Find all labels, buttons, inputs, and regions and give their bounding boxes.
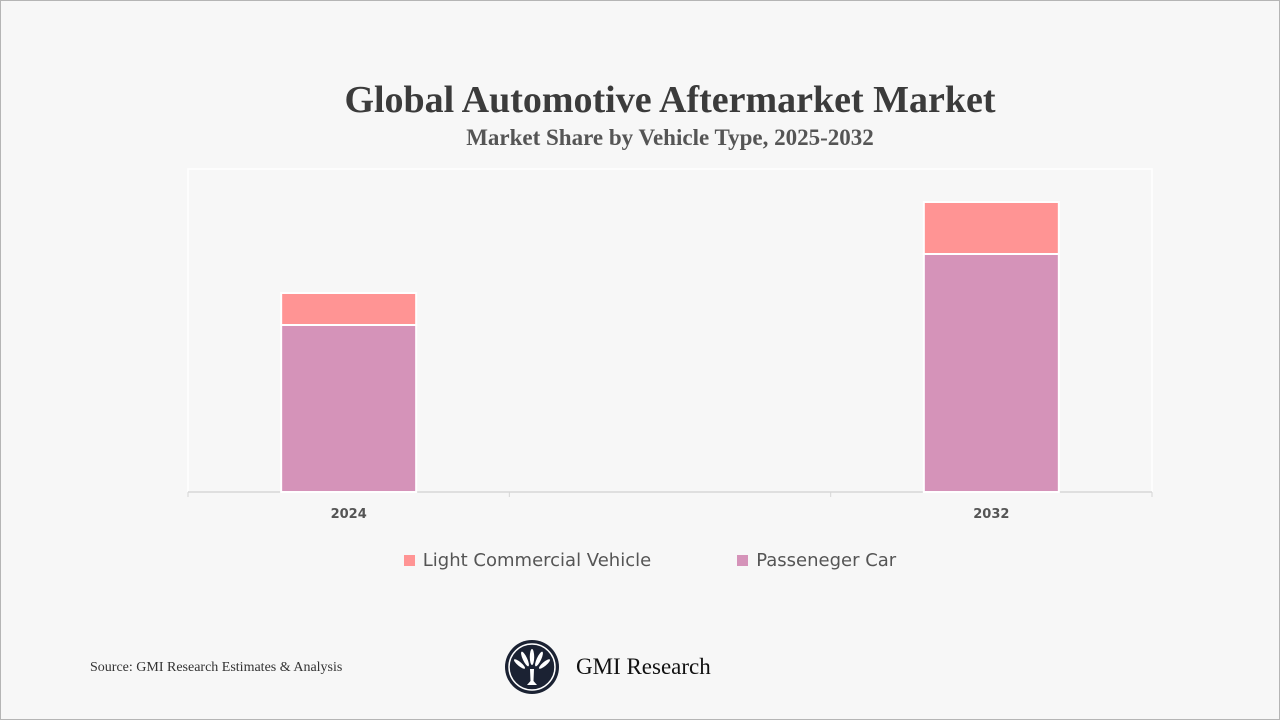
- legend-label-passenger-car: Passeneger Car: [756, 550, 897, 571]
- x-tick-label: 2024: [331, 507, 367, 522]
- bar-2032-light-commercial-vehicle: [922, 201, 1060, 255]
- bar-2024-light-commercial-vehicle: [280, 292, 418, 326]
- gmi-logo-icon: [505, 640, 559, 694]
- source-note: Source: GMI Research Estimates & Analysi…: [90, 660, 343, 675]
- x-tick-label: 2032: [973, 507, 1009, 522]
- bar-2032-passeneger-car: [922, 253, 1060, 493]
- brand-name: GMI Research: [576, 654, 711, 679]
- chart-title: Global Automotive Aftermarket Market: [344, 79, 996, 121]
- legend-swatch-lcv: [403, 555, 415, 566]
- legend-swatch-passenger-car: [737, 555, 749, 566]
- legend-item-lcv: Light Commercial Vehicle: [403, 550, 652, 571]
- chart-subtitle: Market Share by Vehicle Type, 2025-2032: [466, 125, 874, 150]
- brand: GMI Research: [504, 639, 711, 695]
- legend-item-passenger-car: Passeneger Car: [737, 550, 896, 571]
- bar-2024-passeneger-car: [280, 324, 418, 493]
- legend-label-lcv: Light Commercial Vehicle: [422, 550, 652, 571]
- legend: Light Commercial Vehicle Passeneger Car: [0, 550, 1280, 571]
